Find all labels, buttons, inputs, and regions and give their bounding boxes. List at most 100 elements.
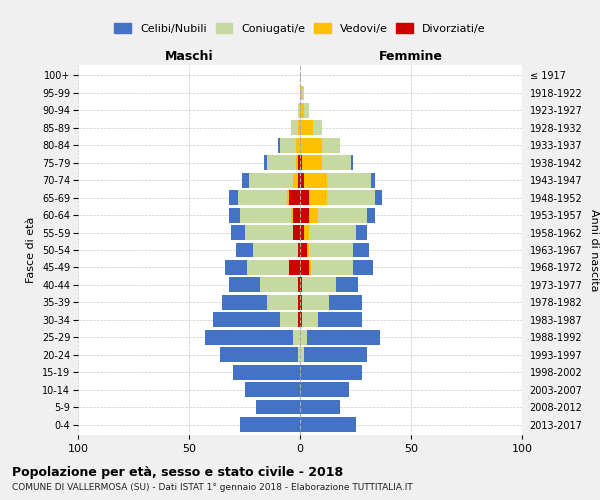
Text: Femmine: Femmine: [379, 50, 443, 64]
Bar: [247, 260, 300, 275]
Bar: [300, 278, 302, 292]
Bar: [205, 330, 300, 344]
Bar: [300, 138, 340, 152]
Bar: [300, 312, 318, 327]
Bar: [300, 103, 304, 118]
Bar: [300, 208, 367, 222]
Bar: [300, 242, 307, 258]
Bar: [291, 208, 300, 222]
Bar: [293, 225, 300, 240]
Bar: [249, 173, 300, 188]
Bar: [300, 173, 371, 188]
Bar: [300, 138, 322, 152]
Bar: [298, 242, 300, 258]
Bar: [300, 348, 367, 362]
Bar: [291, 120, 300, 135]
Bar: [296, 156, 300, 170]
Bar: [229, 190, 300, 205]
Bar: [298, 312, 300, 327]
Bar: [300, 242, 353, 258]
Bar: [289, 260, 300, 275]
Bar: [300, 156, 302, 170]
Bar: [300, 173, 326, 188]
Bar: [214, 312, 300, 327]
Bar: [298, 156, 300, 170]
Bar: [236, 242, 300, 258]
Bar: [300, 260, 353, 275]
Bar: [298, 120, 300, 135]
Bar: [256, 400, 300, 414]
Bar: [280, 312, 300, 327]
Text: Maschi: Maschi: [164, 50, 214, 64]
Bar: [298, 278, 300, 292]
Bar: [300, 312, 302, 327]
Bar: [300, 242, 309, 258]
Bar: [300, 156, 353, 170]
Bar: [245, 225, 300, 240]
Bar: [300, 86, 302, 100]
Bar: [300, 260, 373, 275]
Bar: [300, 173, 304, 188]
Legend: Celibi/Nubili, Coniugati/e, Vedovi/e, Divorziati/e: Celibi/Nubili, Coniugati/e, Vedovi/e, Di…: [110, 19, 490, 38]
Bar: [300, 278, 302, 292]
Bar: [298, 278, 300, 292]
Bar: [300, 278, 358, 292]
Bar: [296, 138, 300, 152]
Bar: [229, 278, 300, 292]
Bar: [293, 173, 300, 188]
Bar: [293, 208, 300, 222]
Bar: [300, 330, 380, 344]
Bar: [300, 103, 309, 118]
Bar: [300, 242, 369, 258]
Bar: [300, 86, 304, 100]
Bar: [289, 190, 300, 205]
Bar: [300, 295, 329, 310]
Bar: [265, 156, 300, 170]
Bar: [300, 382, 349, 397]
Bar: [300, 120, 322, 135]
Bar: [300, 295, 362, 310]
Bar: [300, 225, 304, 240]
Bar: [300, 190, 326, 205]
Bar: [298, 242, 300, 258]
Bar: [300, 365, 362, 380]
Bar: [300, 138, 340, 152]
Bar: [278, 138, 300, 152]
Bar: [233, 365, 300, 380]
Bar: [223, 295, 300, 310]
Bar: [300, 156, 322, 170]
Bar: [300, 208, 309, 222]
Bar: [300, 103, 309, 118]
Bar: [300, 86, 304, 100]
Bar: [300, 278, 335, 292]
Bar: [293, 225, 300, 240]
Y-axis label: Fasce di età: Fasce di età: [26, 217, 37, 283]
Bar: [300, 225, 367, 240]
Bar: [298, 103, 300, 118]
Bar: [266, 156, 300, 170]
Bar: [300, 120, 322, 135]
Bar: [300, 190, 376, 205]
Bar: [300, 417, 355, 432]
Bar: [253, 242, 300, 258]
Bar: [300, 400, 340, 414]
Bar: [298, 295, 300, 310]
Bar: [298, 295, 300, 310]
Bar: [300, 295, 302, 310]
Bar: [242, 173, 300, 188]
Bar: [289, 260, 300, 275]
Bar: [300, 312, 362, 327]
Text: Popolazione per età, sesso e stato civile - 2018: Popolazione per età, sesso e stato civil…: [12, 466, 343, 479]
Bar: [291, 120, 300, 135]
Y-axis label: Anni di nascita: Anni di nascita: [589, 209, 599, 291]
Bar: [300, 156, 351, 170]
Bar: [300, 190, 382, 205]
Bar: [293, 330, 300, 344]
Bar: [224, 260, 300, 275]
Bar: [287, 190, 300, 205]
Bar: [298, 312, 300, 327]
Bar: [238, 190, 300, 205]
Text: COMUNE DI VALLERMOSA (SU) - Dati ISTAT 1° gennaio 2018 - Elaborazione TUTTITALIA: COMUNE DI VALLERMOSA (SU) - Dati ISTAT 1…: [12, 482, 413, 492]
Bar: [298, 103, 300, 118]
Bar: [300, 260, 311, 275]
